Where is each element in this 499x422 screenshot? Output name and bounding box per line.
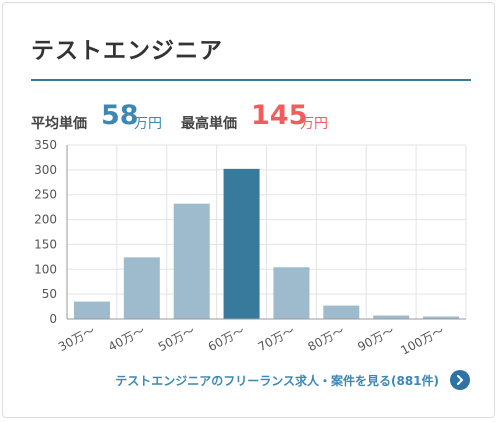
x-tick-label: 40万～	[106, 323, 147, 354]
x-tick-label: 80万～	[305, 323, 346, 354]
x-tick-label: 90万～	[355, 323, 396, 354]
y-tick-label: 150	[34, 237, 57, 251]
job-listings-arrow-button[interactable]	[450, 370, 470, 390]
y-tick-label: 0	[49, 312, 57, 326]
chevron-right-icon	[457, 375, 463, 385]
y-tick-label: 50	[42, 287, 57, 301]
page-title: テストエンジニア	[31, 38, 223, 64]
salary-distribution-chart: 0 50 100 150 200 250 300 350 30万～ 40万～ 50万～ 60万～ 70万…	[34, 138, 467, 358]
x-tick-label: 30万～	[56, 323, 97, 354]
y-tick-label: 350	[34, 138, 57, 152]
job-listings-link[interactable]: テストエンジニアのフリーランス求人・案件を見る(881件)	[115, 374, 439, 388]
salary-card: テストエンジニア 平均単価 58 万円 最高単価 145 万円	[2, 2, 495, 418]
bar	[173, 203, 210, 319]
x-tick-label: 60万～	[206, 323, 247, 354]
y-tick-label: 250	[34, 188, 57, 202]
x-tick-label: 70万～	[256, 323, 297, 354]
max-price-unit: 万円	[300, 116, 328, 132]
title-divider	[31, 79, 471, 81]
bar	[423, 316, 460, 319]
y-tick-label: 300	[34, 163, 57, 177]
bar	[123, 257, 160, 319]
average-price-label: 平均単価	[31, 116, 87, 132]
y-tick-label: 100	[34, 262, 57, 276]
average-price-value: 58	[101, 100, 139, 131]
y-tick-label: 200	[34, 213, 57, 227]
average-price-unit: 万円	[134, 116, 162, 132]
max-price-label: 最高単価	[181, 116, 237, 132]
x-tick-label: 100万～	[398, 323, 446, 357]
bar	[323, 305, 360, 319]
bar	[73, 301, 110, 319]
bar	[223, 168, 260, 319]
x-tick-label: 50万～	[156, 323, 197, 354]
bar	[273, 267, 310, 319]
max-price-value: 145	[251, 100, 308, 131]
bar	[373, 315, 410, 319]
